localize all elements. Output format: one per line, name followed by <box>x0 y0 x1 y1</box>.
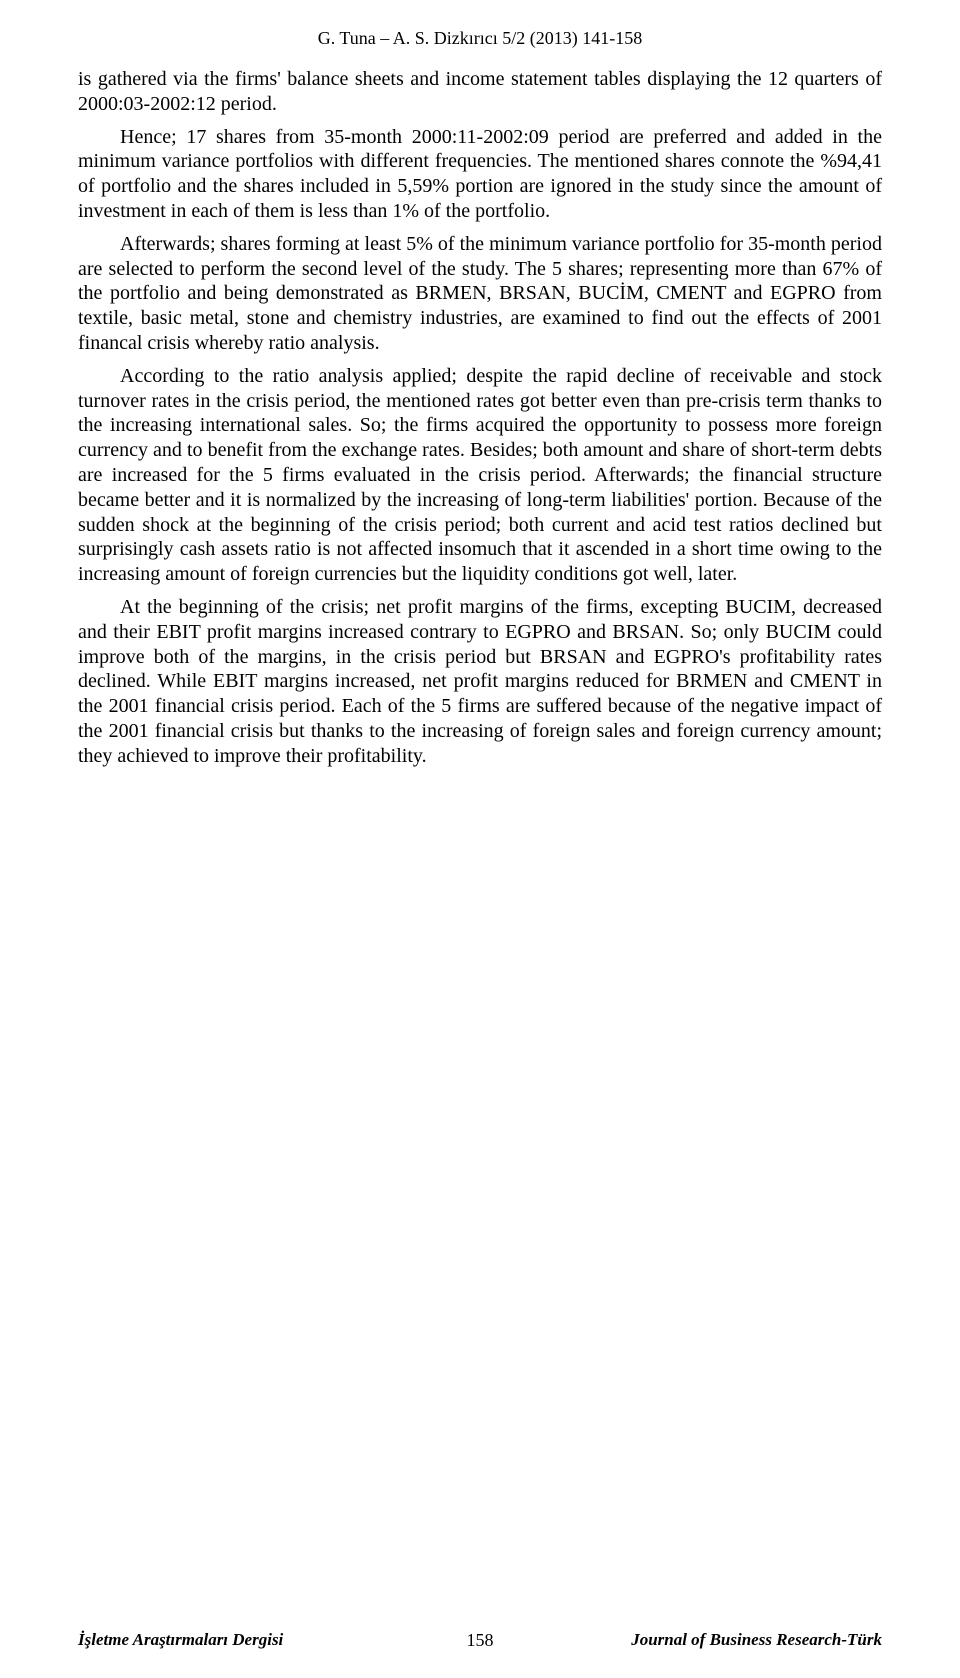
paragraph-5: At the beginning of the crisis; net prof… <box>78 595 882 769</box>
footer-page-number: 158 <box>467 1630 494 1651</box>
paragraph-1: is gathered via the firms' balance sheet… <box>78 67 882 117</box>
paragraph-3: Afterwards; shares forming at least 5% o… <box>78 232 882 356</box>
footer-journal-left: İşletme Araştırmaları Dergisi <box>78 1630 283 1650</box>
footer-journal-right: Journal of Business Research-Türk <box>631 1630 882 1650</box>
running-head: G. Tuna – A. S. Dizkırıcı 5/2 (2013) 141… <box>78 28 882 49</box>
page-footer: İşletme Araştırmaları Dergisi 158 Journa… <box>78 1630 882 1650</box>
paragraph-4: According to the ratio analysis applied;… <box>78 364 882 587</box>
paragraph-2: Hence; 17 shares from 35-month 2000:11-2… <box>78 125 882 224</box>
